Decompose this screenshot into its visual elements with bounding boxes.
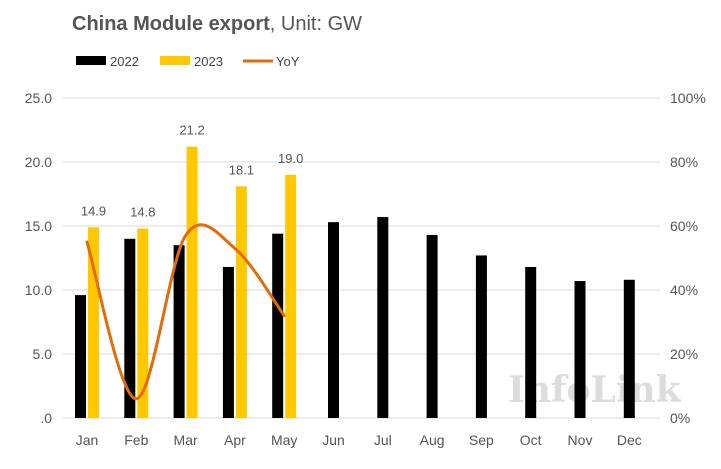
y-left-tick-label: 20.0: [25, 154, 52, 170]
bar-2022: [124, 238, 136, 418]
bar-2023: [235, 186, 247, 418]
y-left-tick-label: 15.0: [25, 218, 52, 234]
legend-swatch-2023: [160, 56, 190, 65]
y-right-tick-label: 0%: [670, 410, 690, 426]
x-tick-label: Nov: [568, 432, 593, 448]
x-tick-label: Apr: [224, 432, 246, 448]
bar-2023: [88, 227, 99, 418]
chart-title-sub: , Unit: GW: [270, 13, 362, 35]
watermark: InfoLink: [508, 369, 682, 411]
y-right-tick-label: 40%: [670, 282, 698, 298]
x-tick-label: Jun: [322, 432, 345, 448]
y-left-tick-label: .0: [40, 410, 52, 426]
y-right-tick-label: 20%: [670, 346, 698, 362]
legend-label-2023: 2023: [194, 54, 223, 69]
bar-2022: [574, 281, 586, 418]
x-tick-label: Sep: [469, 432, 494, 448]
bar-2023: [285, 174, 297, 418]
bar-2022: [426, 234, 438, 418]
y-right-tick-label: 60%: [670, 218, 698, 234]
bar-2022: [377, 217, 389, 418]
legend: 2022 2023 YoY: [76, 54, 300, 69]
bar-2023: [186, 146, 198, 418]
legend-label-2022: 2022: [110, 54, 139, 69]
x-tick-label: Jan: [76, 432, 99, 448]
bar-2022: [328, 222, 339, 418]
x-axis: Jan Feb Mar Apr May Jun Jul Aug Sep Oct Nov Dec: [76, 432, 642, 448]
right-axis: 0% 20% 40% 60% 80% 100%: [670, 90, 706, 426]
x-tick-label: May: [271, 432, 297, 448]
y-left-tick-label: 5.0: [33, 346, 53, 362]
data-label-2023: 19.0: [278, 151, 303, 166]
x-tick-label: Jul: [374, 432, 392, 448]
data-label-2023: 14.8: [130, 205, 155, 220]
bar-2022: [525, 266, 537, 418]
bar-2023: [137, 228, 149, 418]
x-tick-label: Oct: [520, 432, 542, 448]
data-label-2023: 21.2: [179, 123, 204, 138]
data-labels: 14.9 14.8 21.2 18.1 19.0: [81, 123, 304, 220]
y-right-tick-label: 100%: [670, 90, 706, 106]
x-tick-label: Dec: [617, 432, 642, 448]
legend-swatch-2022: [76, 56, 106, 65]
yoy-series-line: [85, 223, 286, 401]
data-label-2023: 14.9: [81, 203, 106, 218]
bars: [75, 146, 635, 418]
yoy-line: [85, 223, 286, 401]
left-axis: .0 5.0 10.0 15.0 20.0 25.0: [25, 90, 52, 426]
data-label-2023: 18.1: [229, 162, 254, 177]
y-left-tick-label: 10.0: [25, 282, 52, 298]
x-tick-label: Feb: [124, 432, 148, 448]
chart-title: China Module export, Unit: GW: [72, 13, 362, 35]
bar-2022: [222, 266, 234, 418]
y-right-tick-label: 80%: [670, 154, 698, 170]
bar-2022: [272, 233, 284, 418]
legend-label-yoy: YoY: [276, 54, 300, 69]
x-tick-label: Mar: [174, 432, 198, 448]
bar-2022: [623, 279, 635, 418]
chart-title-main: China Module export: [72, 13, 270, 35]
bar-2022: [173, 245, 185, 418]
y-left-tick-label: 25.0: [25, 90, 52, 106]
grid: [63, 97, 660, 419]
x-tick-label: Aug: [420, 432, 445, 448]
bar-2022: [75, 295, 86, 418]
bar-2022: [475, 255, 487, 418]
